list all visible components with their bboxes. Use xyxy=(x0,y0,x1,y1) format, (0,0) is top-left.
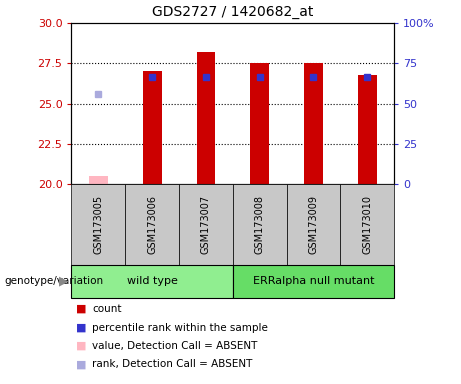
Title: GDS2727 / 1420682_at: GDS2727 / 1420682_at xyxy=(152,5,313,19)
Text: ■: ■ xyxy=(76,359,87,369)
Text: ▶: ▶ xyxy=(59,275,68,288)
Text: ■: ■ xyxy=(76,304,87,314)
Bar xyxy=(89,176,108,184)
Bar xyxy=(358,74,377,184)
Text: genotype/variation: genotype/variation xyxy=(5,276,104,286)
Text: GSM173007: GSM173007 xyxy=(201,195,211,254)
Text: ERRalpha null mutant: ERRalpha null mutant xyxy=(253,276,374,286)
Bar xyxy=(304,63,323,184)
Bar xyxy=(250,63,269,184)
Bar xyxy=(196,52,215,184)
FancyBboxPatch shape xyxy=(179,184,233,265)
FancyBboxPatch shape xyxy=(233,265,394,298)
Text: percentile rank within the sample: percentile rank within the sample xyxy=(92,323,268,333)
Text: ■: ■ xyxy=(76,323,87,333)
Text: value, Detection Call = ABSENT: value, Detection Call = ABSENT xyxy=(92,341,258,351)
Text: GSM173008: GSM173008 xyxy=(254,195,265,254)
FancyBboxPatch shape xyxy=(287,184,340,265)
Bar xyxy=(143,71,161,184)
Text: GSM173009: GSM173009 xyxy=(308,195,319,254)
FancyBboxPatch shape xyxy=(233,184,287,265)
Text: GSM173006: GSM173006 xyxy=(147,195,157,254)
Text: ■: ■ xyxy=(76,341,87,351)
Text: GSM173005: GSM173005 xyxy=(93,195,103,254)
Text: count: count xyxy=(92,304,122,314)
FancyBboxPatch shape xyxy=(340,184,394,265)
Text: GSM173010: GSM173010 xyxy=(362,195,372,254)
FancyBboxPatch shape xyxy=(71,265,233,298)
FancyBboxPatch shape xyxy=(71,184,125,265)
Text: rank, Detection Call = ABSENT: rank, Detection Call = ABSENT xyxy=(92,359,253,369)
FancyBboxPatch shape xyxy=(125,184,179,265)
Text: wild type: wild type xyxy=(127,276,177,286)
